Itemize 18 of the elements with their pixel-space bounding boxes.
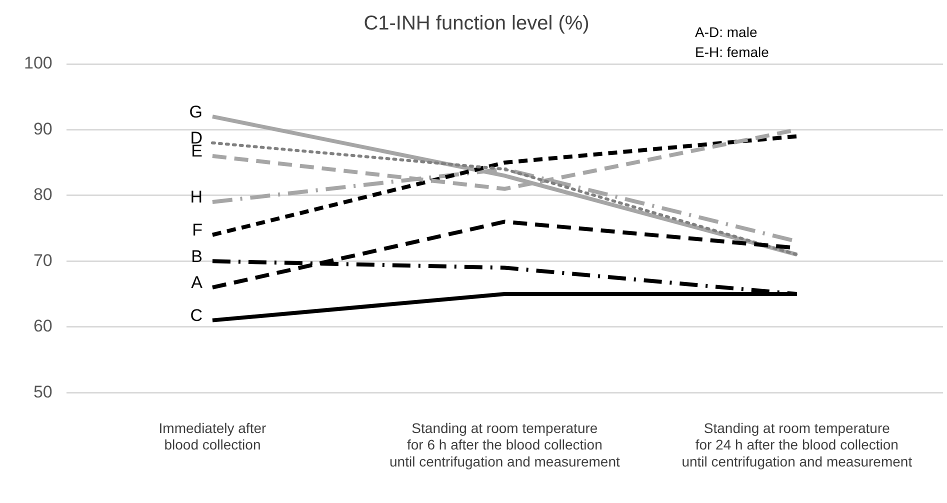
series-label: F (192, 220, 202, 240)
y-tick-label: 60 (33, 316, 52, 336)
series-label: G (189, 102, 202, 122)
chart-title: C1-INH function level (%) (364, 12, 590, 35)
y-tick-label: 100 (24, 54, 52, 73)
series-label: C (190, 306, 202, 325)
x-tick-label: Standing at room temperature for 24 h after the blood collection until centrifugation and measurement (682, 420, 912, 470)
series-label: A (191, 273, 204, 292)
text: A-D: male (695, 23, 758, 42)
y-tick-label: 80 (33, 185, 52, 204)
x-tick-label: Immediately after blood collection (158, 420, 266, 453)
x-tick-label: Standing at room temperature for 6 h after the blood collection until centrifugation and measurement (390, 420, 620, 470)
series-label: B (191, 246, 202, 266)
y-tick-label: 90 (33, 119, 52, 138)
y-tick-label: 50 (33, 382, 52, 402)
series-label: H (190, 188, 202, 207)
text: E-H: female (695, 43, 769, 62)
y-tick-label: 70 (33, 250, 52, 270)
